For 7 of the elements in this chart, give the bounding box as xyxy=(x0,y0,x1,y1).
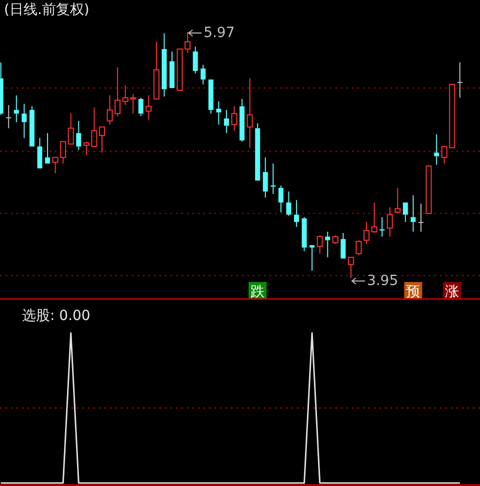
text: 涨 xyxy=(445,284,460,300)
text: 跌 xyxy=(250,284,265,300)
annotation: 5.97 xyxy=(204,25,235,41)
chart-title: (日线.前复权) xyxy=(4,2,90,18)
annotation: 3.95 xyxy=(366,273,398,289)
text: 预 xyxy=(406,284,420,300)
chart-title: 选股: 0.00 xyxy=(22,308,90,324)
